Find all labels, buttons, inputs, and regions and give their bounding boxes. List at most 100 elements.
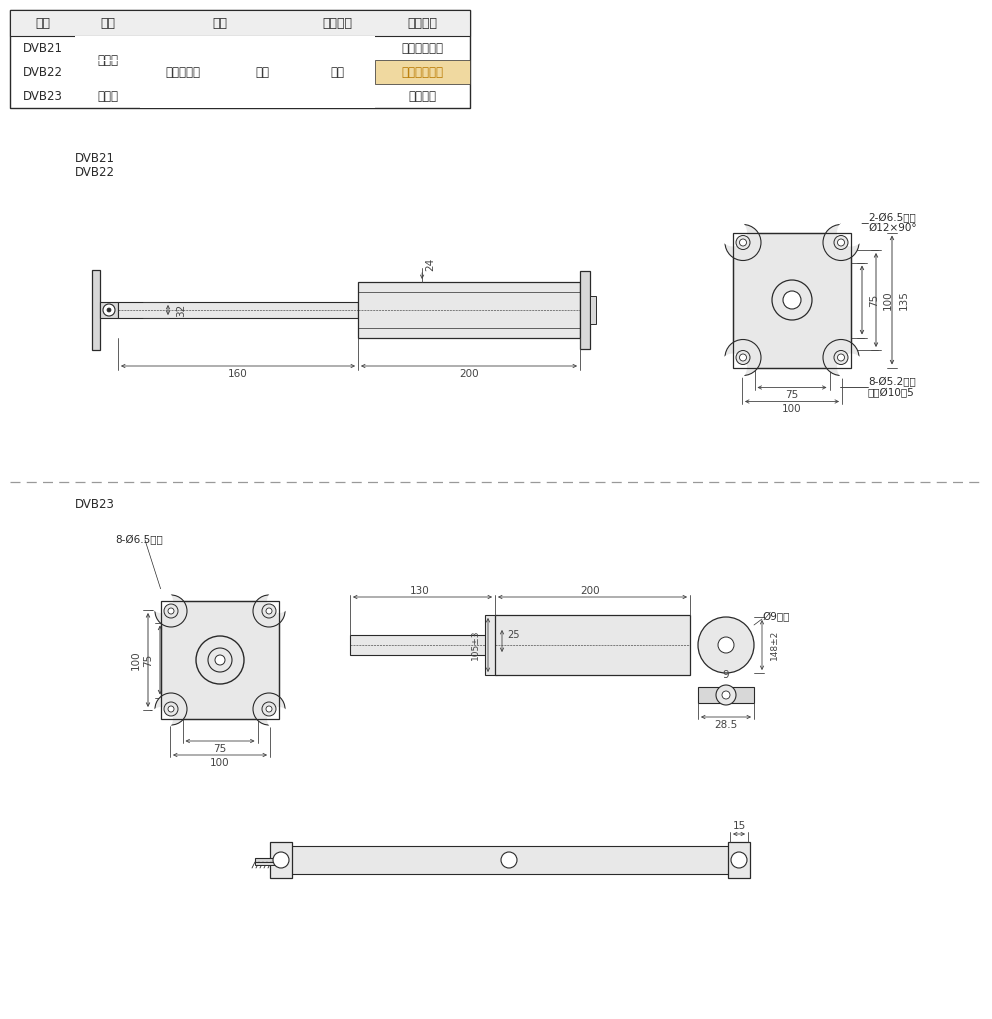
Text: 锌合金: 锌合金 [97, 54, 118, 66]
Text: 28.5: 28.5 [714, 720, 738, 730]
Text: 130: 130 [410, 586, 430, 596]
Text: DVB21: DVB21 [23, 42, 62, 54]
Text: DVB23: DVB23 [23, 90, 62, 103]
Text: 黑色阳极氧化: 黑色阳极氧化 [402, 42, 443, 54]
Circle shape [783, 291, 801, 309]
Text: 15: 15 [732, 821, 746, 832]
Bar [590, 296, 596, 324]
Circle shape [103, 304, 115, 316]
Text: 100: 100 [210, 758, 230, 768]
Text: 75: 75 [869, 293, 879, 307]
Text: 双节伸缩型: 双节伸缩型 [165, 65, 200, 78]
Text: DVB22: DVB22 [23, 65, 62, 78]
Bar [10, 36, 470, 60]
Bar [118, 302, 358, 318]
Bar [10, 10, 470, 36]
Circle shape [253, 595, 285, 627]
Text: 160: 160 [228, 369, 248, 379]
Text: Ø9通孔: Ø9通孔 [762, 612, 790, 622]
Circle shape [273, 852, 289, 868]
Circle shape [736, 235, 750, 250]
Bar [580, 271, 590, 348]
Text: 135: 135 [899, 290, 909, 310]
Circle shape [196, 636, 244, 684]
Bar [733, 232, 851, 368]
Text: 类型: 类型 [212, 16, 227, 30]
Circle shape [739, 354, 747, 361]
Circle shape [698, 616, 754, 673]
Text: 200: 200 [580, 586, 600, 596]
Bar [92, 270, 100, 350]
Circle shape [719, 218, 747, 247]
Text: DVB22: DVB22 [75, 166, 115, 179]
Text: 冷轧钢: 冷轧钢 [97, 90, 118, 103]
Bar [75, 36, 140, 84]
Circle shape [834, 235, 848, 250]
Bar [161, 601, 279, 719]
Circle shape [725, 339, 761, 375]
Text: Ø12×90°: Ø12×90° [868, 223, 917, 233]
Circle shape [739, 239, 747, 246]
Circle shape [731, 852, 747, 868]
Text: 沉孔Ø10深5: 沉孔Ø10深5 [868, 388, 915, 398]
Text: 32: 32 [176, 304, 186, 317]
Text: 75: 75 [143, 653, 153, 666]
Bar [358, 282, 580, 338]
Bar [225, 36, 300, 108]
Circle shape [837, 354, 865, 381]
Circle shape [823, 224, 859, 261]
Text: 锁孔: 锁孔 [330, 65, 344, 78]
Circle shape [262, 604, 276, 618]
Circle shape [149, 589, 173, 613]
Text: 148±2: 148±2 [770, 630, 779, 660]
Text: 8-Ø5.2通孔: 8-Ø5.2通孔 [868, 377, 916, 387]
Bar [161, 601, 279, 719]
Circle shape [267, 589, 291, 613]
Text: 25: 25 [507, 630, 520, 640]
Circle shape [208, 648, 232, 672]
Circle shape [722, 691, 730, 699]
Bar [255, 862, 275, 865]
Bar [10, 84, 470, 108]
Bar [290, 846, 730, 874]
Text: 安装方式: 安装方式 [322, 16, 352, 30]
Text: 24: 24 [426, 258, 435, 271]
Circle shape [772, 280, 812, 320]
Bar [100, 302, 118, 318]
Circle shape [155, 595, 187, 627]
Text: 本色阳极氧化: 本色阳极氧化 [402, 65, 443, 78]
Circle shape [164, 702, 178, 716]
Circle shape [501, 852, 517, 868]
Circle shape [168, 608, 174, 614]
Text: 材质: 材质 [100, 16, 115, 30]
Circle shape [837, 239, 844, 246]
Bar [270, 842, 292, 878]
Text: 2-Ø6.5通孔: 2-Ø6.5通孔 [868, 213, 916, 223]
Text: 100: 100 [131, 650, 141, 669]
Bar [10, 10, 470, 108]
Bar [140, 36, 225, 108]
Bar [10, 60, 75, 84]
Bar [733, 232, 851, 368]
Circle shape [736, 351, 750, 365]
Text: 200: 200 [459, 369, 479, 379]
Bar [495, 615, 690, 675]
Circle shape [718, 637, 734, 653]
Bar [375, 60, 470, 84]
Circle shape [168, 706, 174, 712]
Bar [698, 687, 754, 703]
Bar [485, 615, 497, 675]
Bar [300, 36, 375, 108]
Bar [10, 60, 470, 84]
Text: 105±3: 105±3 [471, 630, 480, 660]
Circle shape [253, 693, 285, 725]
Text: 75: 75 [213, 744, 226, 754]
Circle shape [215, 655, 225, 665]
Circle shape [725, 224, 761, 261]
Circle shape [155, 693, 187, 725]
Circle shape [262, 702, 276, 716]
Circle shape [267, 707, 291, 731]
Circle shape [716, 685, 736, 705]
Text: DVB23: DVB23 [75, 498, 115, 511]
Circle shape [164, 604, 178, 618]
